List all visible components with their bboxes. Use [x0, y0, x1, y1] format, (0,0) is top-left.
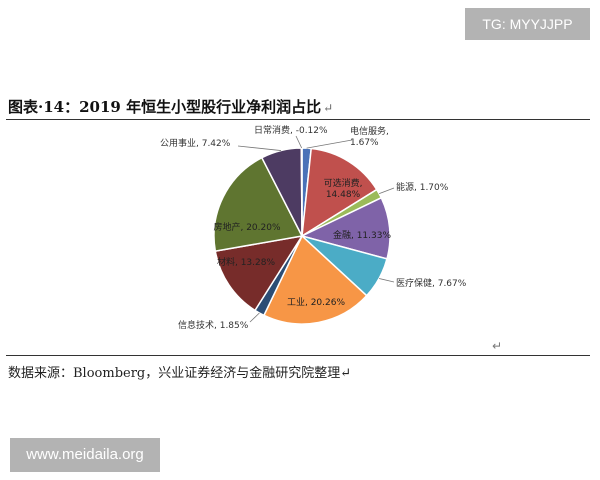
return-mark: ↵ — [323, 101, 334, 115]
slice-label-1: 可选消费, 14.48% — [324, 177, 363, 200]
slice-label-6: 信息技术, 1.85% — [178, 319, 249, 331]
slice-label-5: 工业, 20.26% — [287, 297, 345, 308]
leader-line-9 — [237, 145, 282, 151]
watermark: www.meidaila.org — [10, 438, 160, 472]
bottom-rule — [6, 355, 590, 356]
leader-line-4 — [378, 278, 395, 283]
pie-slice-1 — [301, 147, 378, 238]
top-rule — [6, 119, 590, 120]
slice-label-8: 房地产, 20.20% — [213, 221, 280, 233]
chart-title-text: 图表·14：2019 年恒生小型股行业净利润占比 — [8, 98, 322, 116]
slice-label-10: 日常消费, -0.12% — [254, 124, 328, 136]
pie-slice-3 — [299, 196, 391, 260]
leader-line-10 — [295, 135, 303, 149]
source-note: 数据来源：Bloomberg，兴业证券经济与金融研究院整理↵ — [8, 366, 352, 381]
slice-label-0: 电信服务, 1.67% — [350, 125, 389, 148]
slice-label-2: 能源, 1.70% — [396, 181, 449, 193]
chart-title: 图表·14：2019 年恒生小型股行业净利润占比 ↵ — [8, 96, 333, 117]
leader-line-6 — [249, 312, 260, 323]
leader-line-2 — [378, 187, 395, 194]
slice-label-4: 医疗保健, 7.67% — [396, 277, 467, 289]
slice-label-3: 金融, 11.33% — [333, 229, 391, 241]
return-mark-2: ↵ — [492, 339, 503, 353]
tg-badge: TG: MYYJJPP — [465, 8, 590, 40]
slice-label-9: 公用事业, 7.42% — [160, 137, 231, 149]
pie-slice-5 — [262, 234, 368, 325]
leader-line-0 — [306, 139, 353, 149]
slice-label-7: 材料, 13.28% — [217, 256, 275, 268]
pie-slice-7 — [214, 234, 304, 312]
pie-slice-10 — [300, 147, 303, 237]
pie-slice-8 — [213, 156, 304, 252]
